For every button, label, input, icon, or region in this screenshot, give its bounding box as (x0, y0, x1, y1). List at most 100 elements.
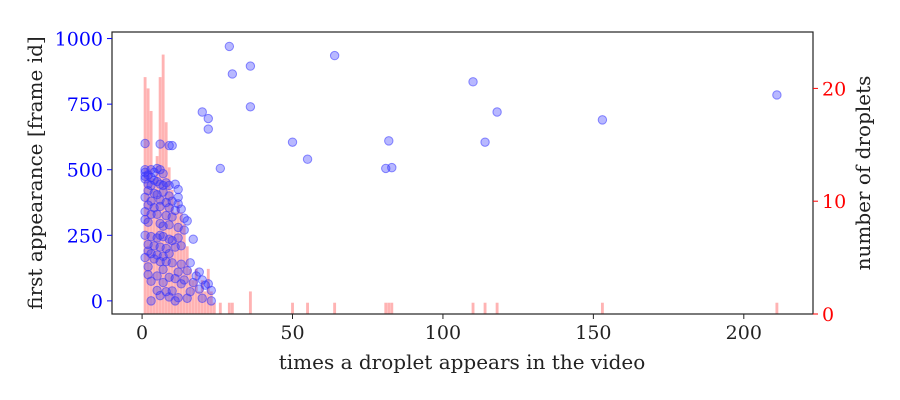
histogram-bar (230, 302, 234, 314)
right-y-tick-label: 0 (822, 304, 834, 326)
histogram-bar (387, 302, 391, 314)
scatter-point (167, 140, 177, 151)
histogram-bar (197, 291, 201, 314)
scatter-point (146, 296, 156, 306)
histogram-bar (218, 302, 222, 314)
scatter-point (203, 113, 213, 124)
x-tick-label: 200 (726, 322, 762, 344)
scatter-point (224, 41, 235, 52)
histogram-bar (333, 302, 337, 314)
scatter-points (140, 41, 782, 306)
scatter-point (597, 115, 608, 125)
histogram-bar (483, 302, 487, 314)
scatter-point (161, 243, 171, 254)
scatter-point (182, 216, 192, 226)
x-tick-label: 0 (136, 322, 148, 344)
left-y-tick-label: 250 (67, 225, 103, 247)
histogram-bar (170, 189, 174, 314)
histogram-bar (182, 223, 186, 314)
x-axis-ticks: 0 50 100 150 200 (136, 314, 762, 344)
scatter-point (170, 273, 180, 284)
plot-area-frame (111, 31, 814, 315)
scatter-point (155, 201, 165, 212)
scatter-point (179, 225, 189, 235)
histogram-bar (167, 167, 171, 314)
histogram-bar (176, 201, 180, 314)
scatter-point (155, 290, 165, 301)
left-y-axis-label: first appearance [frame id] (23, 36, 47, 309)
scatter-point (167, 212, 177, 222)
right-y-axis-ticks: 0 10 20 (813, 78, 846, 326)
scatter-point (164, 140, 174, 151)
histogram-bar (173, 212, 177, 314)
scatter-point (170, 179, 180, 189)
x-tick-label: 100 (425, 322, 461, 344)
histogram-bar (161, 54, 165, 315)
scatter-point (143, 217, 153, 227)
histogram-bar (306, 302, 309, 314)
histogram-bar (206, 268, 210, 314)
scatter-point (329, 50, 340, 61)
scatter-point (188, 234, 198, 244)
scatter-point (176, 204, 186, 214)
scatter-point (155, 139, 165, 149)
histogram-bar (212, 302, 216, 314)
scatter-point (140, 252, 150, 263)
scatter-point (387, 162, 397, 173)
histogram-bar (191, 280, 195, 314)
scatter-point (245, 61, 256, 71)
histogram-bar (384, 302, 388, 314)
scatter-point (158, 168, 168, 179)
histogram-bar (194, 268, 198, 314)
scatter-point (143, 262, 153, 272)
left-y-tick-label: 500 (67, 160, 103, 182)
scatter-point (170, 296, 180, 306)
scatter-point (158, 264, 168, 275)
scatter-point (146, 180, 156, 191)
histogram-bar (248, 291, 252, 314)
scatter-point (188, 277, 198, 288)
histogram-bar (149, 110, 153, 315)
histogram-bar (390, 302, 394, 314)
histogram-bars (143, 54, 779, 315)
scatter-point (182, 293, 192, 303)
left-y-tick-label: 1000 (55, 29, 103, 51)
histogram-bar (600, 302, 604, 314)
scatter-point (302, 154, 313, 164)
scatter-point (245, 102, 256, 112)
scatter-point (206, 296, 216, 306)
histogram-bar (209, 291, 213, 314)
scatter-point (185, 258, 195, 268)
x-tick-label: 150 (575, 322, 611, 344)
left-y-axis-ticks: 0 250 500 750 1000 (55, 29, 112, 313)
histogram-bar (775, 302, 779, 314)
scatter-point (152, 271, 162, 281)
left-y-tick-label: 0 (91, 291, 103, 313)
scatter-point (140, 138, 150, 149)
scatter-point (480, 137, 490, 147)
scatter-point (197, 293, 207, 303)
scatter-point (197, 107, 207, 117)
scatter-point (152, 209, 162, 220)
scatter-point (146, 276, 156, 286)
histogram-bar (471, 302, 475, 314)
scatter-point (203, 124, 213, 134)
scatter-point (384, 136, 394, 146)
scatter-point (287, 137, 298, 147)
scatter-point (164, 220, 174, 230)
scatter-point (152, 285, 162, 296)
histogram-bar (495, 302, 499, 314)
scatter-point (167, 258, 177, 268)
scatter-point (176, 279, 186, 289)
histogram-bar (185, 246, 189, 314)
scatter-point (176, 259, 186, 269)
scatter-point (164, 248, 174, 259)
right-y-axis-label: number of droplets (851, 76, 875, 271)
x-axis-label: times a droplet appears in the video (279, 350, 646, 374)
scatter-point (173, 184, 183, 195)
histogram-bar (291, 302, 294, 314)
left-y-tick-label: 750 (67, 94, 103, 116)
histogram-bar (152, 178, 156, 314)
scatter-point (158, 277, 168, 288)
